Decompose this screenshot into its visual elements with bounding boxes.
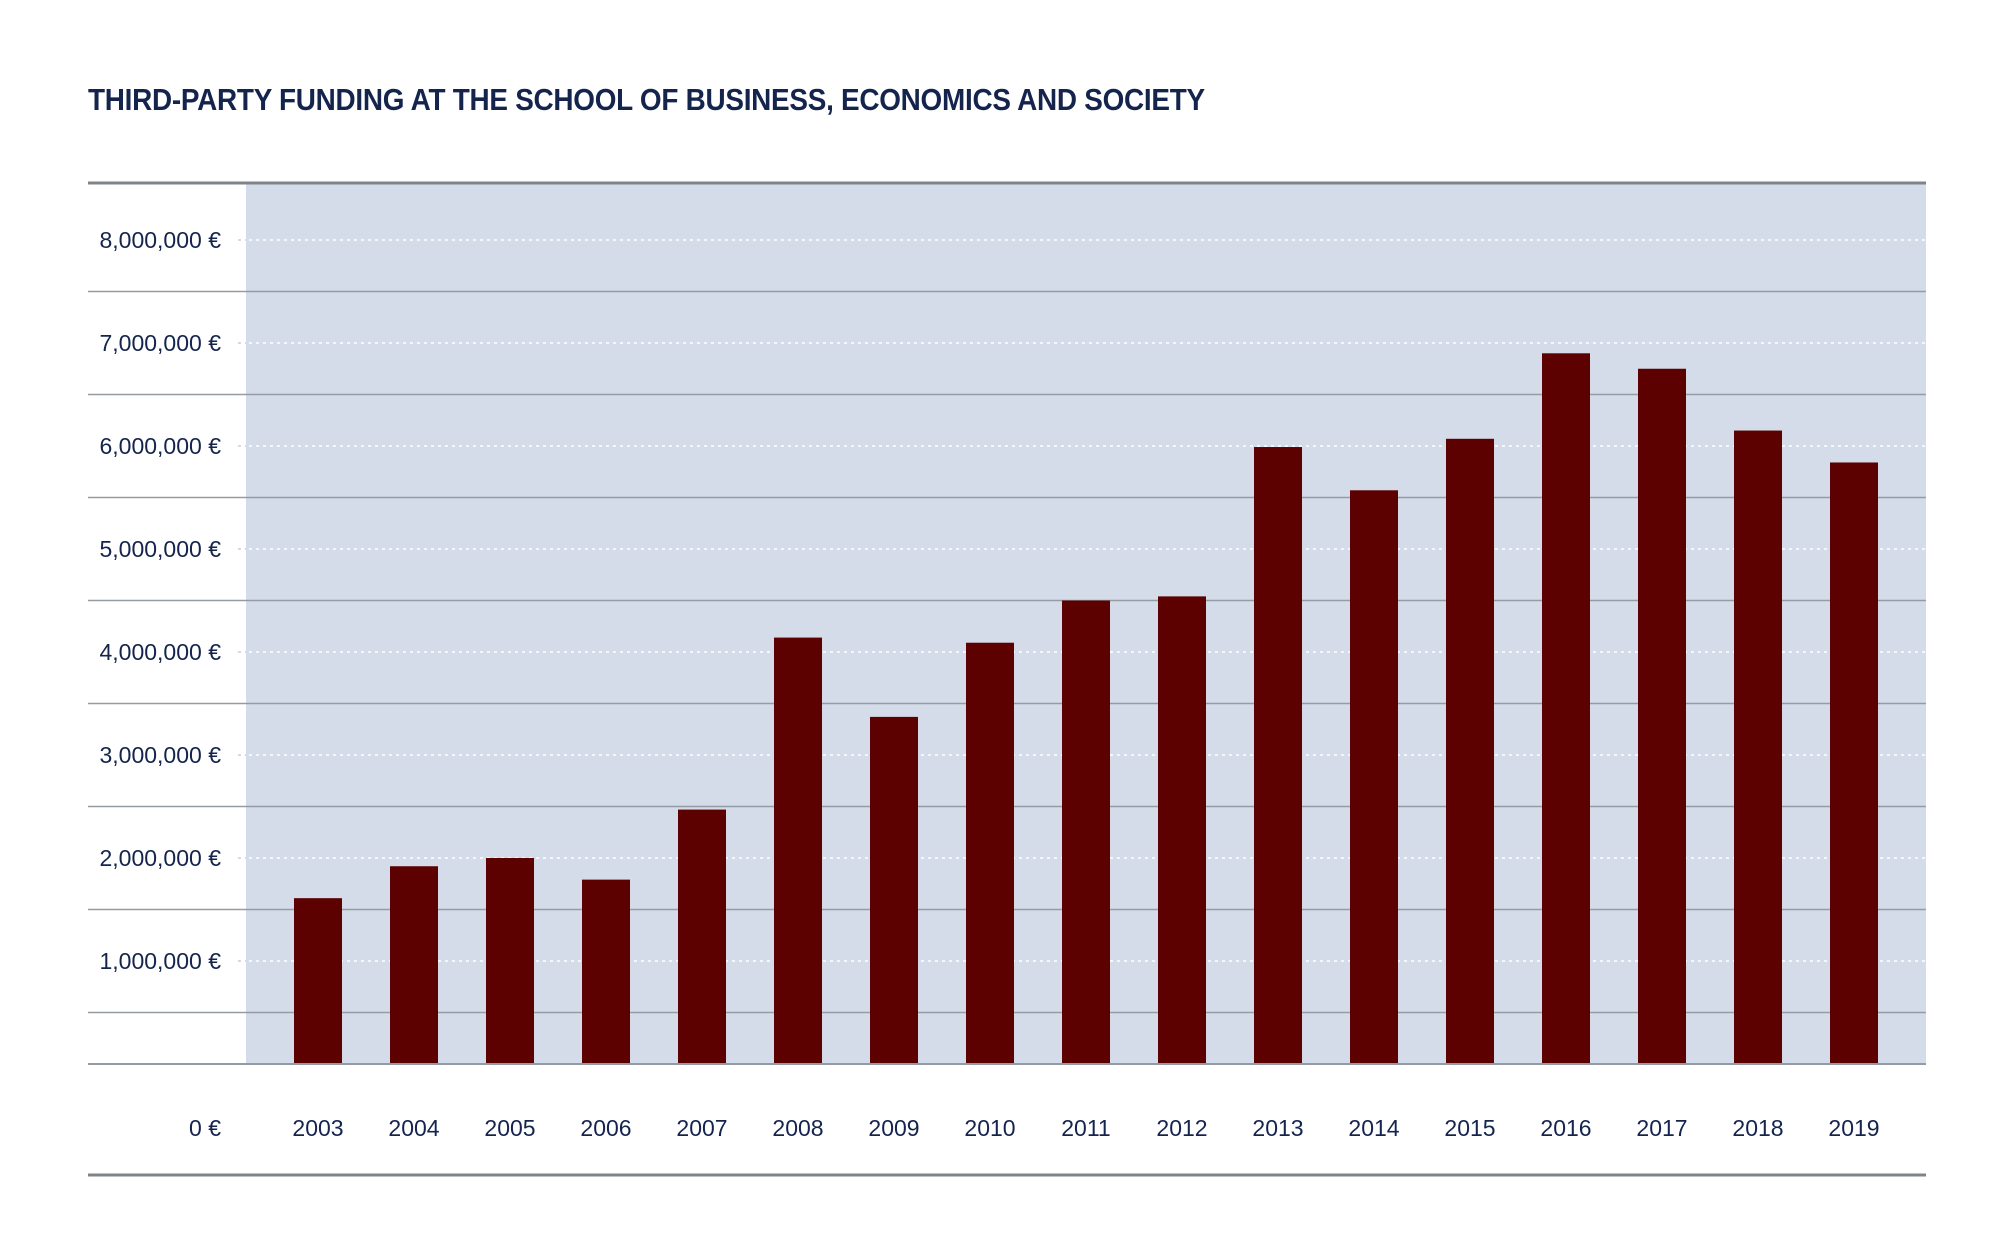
x-tick-label: 2012 xyxy=(1156,1115,1207,1141)
x-tick-label: 2014 xyxy=(1348,1115,1399,1141)
x-tick-label: 2007 xyxy=(676,1115,727,1141)
bars xyxy=(294,353,1878,1065)
y-tick-label: 1,000,000 € xyxy=(99,948,221,974)
bar-2007 xyxy=(678,809,726,1064)
y-tick-label: 7,000,000 € xyxy=(99,330,221,356)
x-tick-label: 2011 xyxy=(1061,1115,1110,1141)
bar-2006 xyxy=(582,879,630,1064)
x-tick-label: 2008 xyxy=(772,1115,823,1141)
x-tick-label: 2018 xyxy=(1732,1115,1783,1141)
y-axis-tick-labels: 0 € 1,000,000 € 2,000,000 € 3,000,000 € 4,00… xyxy=(99,227,221,1141)
x-tick-label: 2006 xyxy=(580,1115,631,1141)
y-tick-label: 8,000,000 € xyxy=(99,227,221,253)
x-tick-label: 2019 xyxy=(1828,1115,1879,1141)
x-tick-label: 2009 xyxy=(868,1115,919,1141)
bar-2009 xyxy=(870,716,918,1064)
x-tick-label: 2016 xyxy=(1540,1115,1591,1141)
bar-2004 xyxy=(390,866,438,1064)
bar-2019 xyxy=(1830,462,1878,1065)
bar-2005 xyxy=(486,858,534,1064)
bar-2015 xyxy=(1446,438,1494,1064)
x-tick-label: 2015 xyxy=(1444,1115,1495,1141)
bar-2014 xyxy=(1350,490,1398,1064)
y-tick-label: 3,000,000 € xyxy=(99,742,221,768)
bar-2013 xyxy=(1254,447,1302,1064)
y-tick-label: 5,000,000 € xyxy=(99,536,221,562)
bar-2011 xyxy=(1062,600,1110,1064)
bar-2017 xyxy=(1638,368,1686,1064)
bar-2016 xyxy=(1542,353,1590,1064)
y-tick-label: 2,000,000 € xyxy=(99,845,221,871)
x-tick-label: 2005 xyxy=(484,1115,535,1141)
bar-2012 xyxy=(1158,596,1206,1064)
y-tick-label: 6,000,000 € xyxy=(99,433,221,459)
chart-title: THIRD-PARTY FUNDING AT THE SCHOOL OF BUS… xyxy=(88,82,1205,117)
y-tick-label: 4,000,000 € xyxy=(99,639,221,665)
x-tick-label: 2004 xyxy=(388,1115,439,1141)
bar-2003 xyxy=(294,898,342,1064)
y-tick-label: 0 € xyxy=(189,1115,221,1141)
bar-2018 xyxy=(1734,430,1782,1064)
x-tick-label: 2003 xyxy=(292,1115,343,1141)
bar-2008 xyxy=(774,637,822,1064)
x-axis-tick-labels: 2003 2004 2005 2006 2007 2008 2009 2010 2011 2012… xyxy=(292,1115,1879,1141)
bar-2010 xyxy=(966,642,1014,1064)
x-tick-label: 2010 xyxy=(964,1115,1015,1141)
x-tick-label: 2017 xyxy=(1636,1115,1687,1141)
x-tick-label: 2013 xyxy=(1252,1115,1303,1141)
